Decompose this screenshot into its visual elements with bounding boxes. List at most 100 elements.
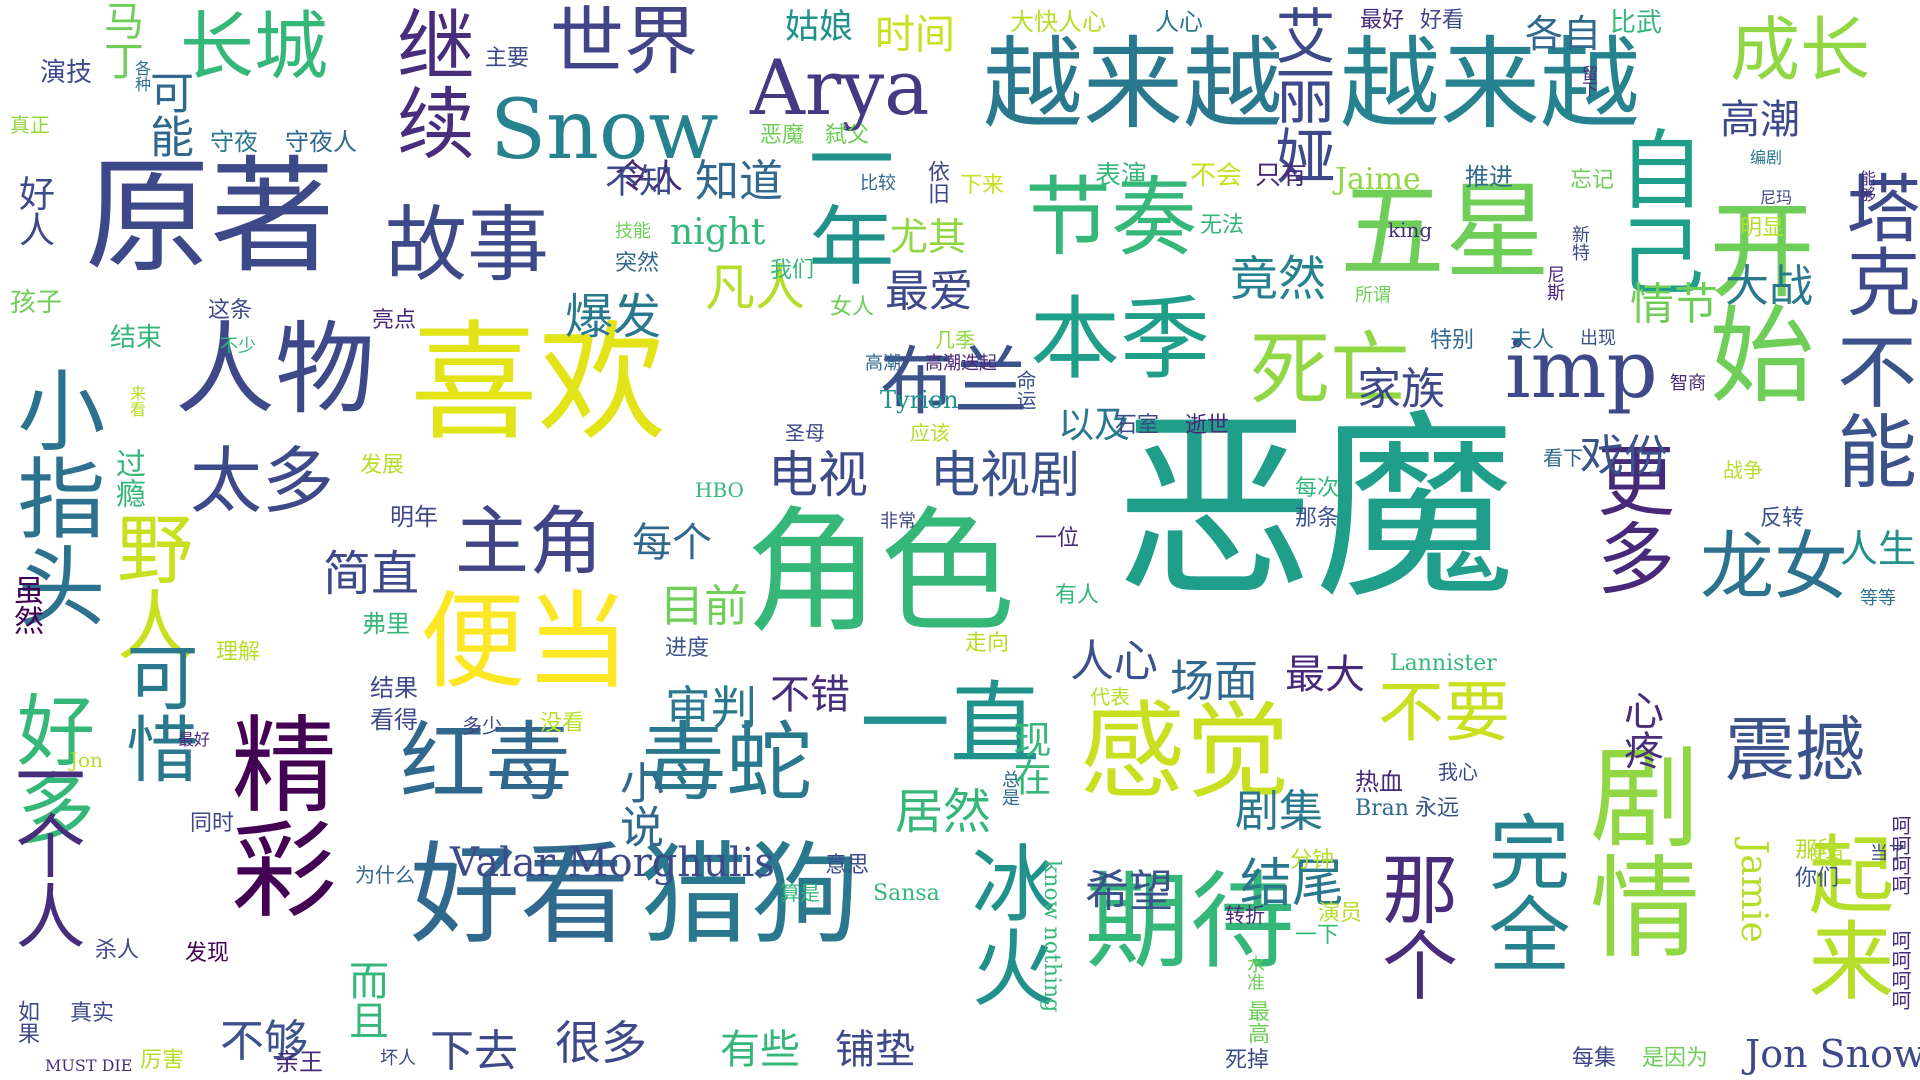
word-shishi: 石室 (1115, 413, 1160, 438)
word-pudian: 铺垫 (835, 1027, 915, 1073)
word-siwang: 死亡 (1250, 323, 1410, 416)
word-shifu: 弑父 (825, 123, 870, 148)
word-weishenme: 为什么 (355, 863, 415, 887)
word-wanquan: 完全 (1474, 810, 1569, 974)
word-xihuan: 喜欢 (410, 309, 667, 458)
word-zuigao: 最高 (1244, 1000, 1269, 1044)
word-fuli: 弗里 (362, 610, 410, 638)
word-xiaqu: 下去 (430, 1026, 518, 1077)
word-jingran: 竟然 (1230, 251, 1327, 307)
word-jamie: Jamie (1733, 840, 1774, 943)
word-daibiao: 代表 (1090, 685, 1130, 709)
word-shiyinwei: 是因为 (1642, 1046, 1709, 1071)
word-huairen: 坏人 (380, 1048, 416, 1069)
word-jineng: 技能 (615, 221, 651, 242)
word-buneng: 不能 (1824, 330, 1917, 490)
word-mingxian: 明显 (1740, 216, 1785, 241)
word-furen: 夫人 (1510, 328, 1555, 353)
word-bijiao: 比较 (860, 173, 896, 194)
word-haoduo: 好多 (4, 690, 94, 846)
word-kaishi: 开始 (1692, 195, 1814, 405)
word-yanji: 演技 (40, 58, 93, 88)
word-shouye: 守夜 (210, 128, 258, 156)
word-emo: 恶魔 (1115, 393, 1516, 626)
word-fazhan: 发展 (360, 453, 405, 478)
word-hehe-1: 呵呵呵呵 (1888, 815, 1912, 895)
word-jiewei: 结尾 (1240, 854, 1345, 914)
word-snow: Snow (490, 83, 719, 178)
word-henduo: 很多 (555, 1016, 647, 1070)
word-binghuo: 冰火 (958, 840, 1056, 1008)
word-lannister: Lannister (1390, 651, 1497, 676)
word-sansa: Sansa (873, 881, 940, 906)
word-hbo: HBO (695, 478, 744, 502)
word-qingjie: 情节 (1630, 279, 1718, 330)
word-youxie: 有些 (720, 1027, 800, 1073)
word-juran: 居然 (895, 784, 992, 840)
word-zuihao-top: 最好 (1360, 8, 1405, 33)
word-biandang: 便当 (420, 581, 631, 703)
word-laikan: 来看 (127, 385, 146, 417)
word-nage: 那个 (1369, 850, 1458, 1002)
word-liangdian: 亮点 (372, 308, 417, 333)
word-ruguo: 如果 (14, 1000, 39, 1044)
word-lingren: 令人 (615, 157, 683, 197)
word-arya: Arya (750, 43, 930, 132)
word-ganjue: 感觉 (1080, 691, 1291, 813)
word-dushe: 毒蛇 (640, 713, 812, 813)
word-shijian: 时间 (875, 12, 955, 58)
word-nima: 尼玛 (1760, 188, 1793, 207)
word-haoren: 好人 (13, 175, 54, 247)
word-liegou: 猎狗 (640, 831, 860, 959)
word-yuelaiyue-2: 越来越 (1340, 26, 1640, 143)
word-jindu: 进度 (665, 636, 710, 661)
word-dianshiju: 电视剧 (930, 446, 1080, 504)
word-wufa: 无法 (1200, 213, 1245, 238)
word-feichang: 非常 (880, 511, 916, 532)
word-zhiyou: 只有 (1255, 161, 1308, 191)
word-zouxiang: 走向 (965, 631, 1010, 656)
word-youren: 有人 (1055, 583, 1100, 608)
word-yinian: 一年 (793, 115, 893, 287)
word-ziji: 自己 (1603, 125, 1703, 297)
word-suowei: 所谓 (1355, 285, 1391, 306)
word-gaochao: 高潮 (1720, 97, 1800, 143)
word-changcheng: 长城 (180, 4, 328, 90)
word-qidai: 期待 (1085, 861, 1296, 983)
word-zhenhan: 震撼 (1725, 709, 1865, 791)
word-jiazu: 家族 (1357, 364, 1445, 415)
word-suanshi: 算是 (780, 881, 820, 905)
word-buzhi: 不知 (605, 162, 673, 202)
word-bran: Bran (1355, 796, 1409, 821)
word-xinte: 新特 (1569, 225, 1590, 261)
word-jaime: Jaime (1335, 162, 1421, 197)
word-guniang: 姑娘 (785, 7, 853, 47)
word-mingyun: 命运 (1013, 370, 1037, 410)
word-hehe-2: 呵呵呵呵 (1888, 930, 1912, 1010)
word-jieguo: 结果 (370, 674, 418, 702)
word-xifen: 戏份 (1580, 431, 1668, 482)
word-renxin-top: 人心 (1155, 8, 1203, 36)
word-chuxian: 出现 (1580, 328, 1616, 349)
word-gengduo: 更多 (1584, 440, 1674, 596)
word-shuizhun: 水准 (1244, 955, 1265, 991)
word-qilai: 起来 (1793, 830, 1893, 1002)
word-shishi2: 逝世 (1185, 413, 1230, 438)
word-lihai: 厉害 (140, 1048, 185, 1073)
word-buyao: 不要 (1378, 674, 1510, 751)
word-shouyeren: 守夜人 (285, 128, 357, 156)
word-zhenzheng: 真正 (10, 113, 50, 137)
word-kexi: 可惜 (114, 640, 198, 784)
word-biaoyan: 表演 (1095, 161, 1148, 191)
word-xiaozhitou: 小指头 (3, 365, 106, 629)
word-liuxia: 留下 (1579, 65, 1598, 97)
word-gaochaodieqi: 高潮迭起 (925, 353, 997, 374)
word-wuxing: 五星 (1340, 171, 1551, 293)
word-xialai: 下来 (960, 173, 1005, 198)
word-wangji: 忘记 (1570, 168, 1615, 193)
word-nenggou: 能够 (1857, 170, 1876, 202)
word-haizi: 孩子 (10, 288, 63, 318)
word-zhanzheng: 战争 (1723, 458, 1763, 482)
word-rensheng: 人生 (1840, 527, 1917, 571)
